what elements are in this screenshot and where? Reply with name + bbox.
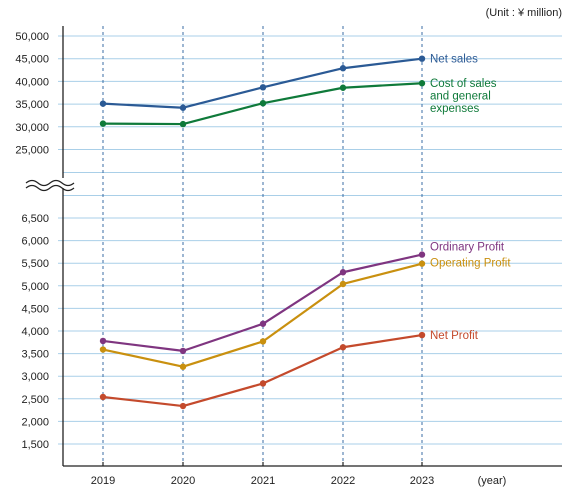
series-lines [99,55,426,410]
data-point [418,80,426,87]
series-label: Cost of sales and general expenses [430,78,497,115]
data-point [339,65,347,72]
y-tick-label: 1,500 [21,439,49,451]
gridlines [58,35,562,445]
y-tick-label: 5,000 [21,281,49,293]
y-tick-label: 30,000 [15,122,49,134]
y-tick-label: 3,500 [21,349,49,361]
unit-label: (Unit : ¥ million) [486,7,562,19]
y-tick-label: 3,000 [21,371,49,383]
data-point [99,120,107,127]
axis-break-mark [25,184,75,192]
y-tick-label: 40,000 [15,76,49,88]
y-tick-label: 45,000 [15,54,49,66]
series-label: Ordinary Profit [430,242,505,254]
y-tick-label: 50,000 [15,31,49,43]
data-point [418,55,426,62]
x-tick-label: 2021 [251,475,275,487]
data-point [418,260,426,267]
axis-break-mark [25,179,75,187]
series-label: Net Profit [430,330,479,342]
data-point [99,100,107,107]
data-point [339,269,347,276]
series-ordinary-profit [99,251,426,355]
y-tick-labels: 50,000 45,000 40,000 35,000 30,000 25,000 6,50… [15,31,49,451]
series-net-profit [99,331,426,410]
data-point [99,346,107,353]
data-point [339,344,347,351]
x-tick-labels: 2019 2020 2021 2022 2023 [91,475,434,487]
x-tick-label: 2019 [91,475,115,487]
y-tick-label: 35,000 [15,99,49,111]
series-label: Operating Profit [430,258,511,270]
axes [24,26,562,467]
series-labels: Net sales Cost of sales and general expense… [430,54,511,342]
year-guides [102,26,423,466]
y-tick-label: 4,500 [21,303,49,315]
y-tick-label: 6,000 [21,236,49,248]
series-operating-profit [99,260,426,370]
data-point [418,331,426,339]
y-tick-label: 4,000 [21,326,49,338]
data-point [179,120,187,128]
series-label: Net sales [430,54,478,66]
data-point [259,338,267,345]
x-tick-label: 2023 [410,475,434,487]
data-point [179,347,187,355]
data-point [259,380,267,387]
y-tick-label: 2,000 [21,416,49,428]
x-tick-label: 2022 [331,475,355,487]
x-tick-label: 2020 [171,475,195,487]
data-point [179,402,187,410]
x-unit-label: (year) [478,475,507,487]
data-point [259,99,267,107]
y-tick-label: 25,000 [15,145,49,157]
series-cost-of-sales-and-general-expenses [99,80,426,128]
data-point [99,393,107,401]
data-point [179,104,187,111]
data-point [259,84,267,91]
data-point [339,84,347,91]
y-tick-label: 5,500 [21,258,49,270]
data-point [259,320,267,327]
axis-break-gap [24,178,74,188]
data-point [418,251,426,258]
data-point [179,363,187,370]
data-point [99,337,107,345]
series-net-sales [99,55,426,111]
data-point [339,280,347,288]
y-tick-label: 2,500 [21,394,49,406]
y-tick-label: 6,500 [21,213,49,225]
